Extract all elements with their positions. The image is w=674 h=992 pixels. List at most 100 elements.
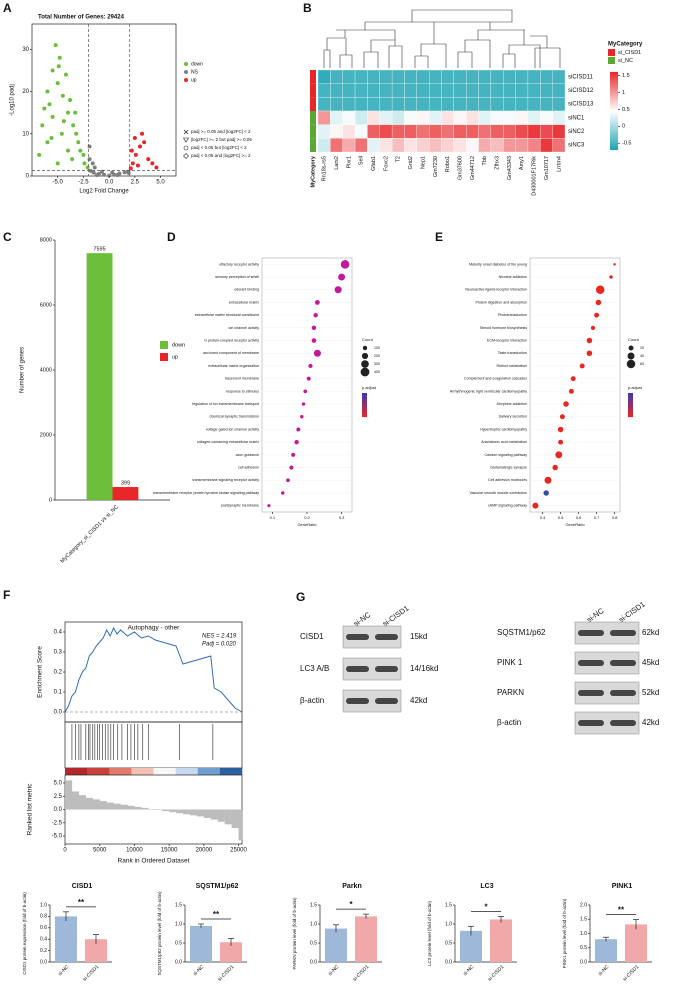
term-label: Hypertrophic cardiomyopathy xyxy=(480,427,527,431)
row-label: siCISD13 xyxy=(568,102,594,108)
heatmap-cell xyxy=(317,83,331,98)
dot xyxy=(313,349,321,357)
heatmap-cell xyxy=(391,83,405,98)
legend-label: 200 xyxy=(374,354,380,358)
colorbar-step xyxy=(362,407,367,410)
heatmap-cell xyxy=(490,110,504,125)
metric-bar xyxy=(85,797,93,810)
heatmap-cell xyxy=(527,124,541,139)
term-label: response to stimulus xyxy=(226,389,259,393)
y-tick-label: 0.4 xyxy=(40,937,47,943)
colorbar-step xyxy=(610,138,618,141)
legend-dot xyxy=(362,345,368,351)
term-label: G protein-coupled receptor activity xyxy=(204,339,259,343)
heatmap-cell xyxy=(441,83,455,98)
column-label: Amy1 xyxy=(519,156,525,170)
size-label: 14/16kd xyxy=(410,664,438,673)
term-label: olfactory receptor activity xyxy=(219,262,259,266)
legend-title: p.adjust xyxy=(362,385,377,390)
heatmap-cell xyxy=(490,138,504,153)
legend-label: NS xyxy=(191,69,199,75)
heatmap-cell xyxy=(540,97,553,112)
legend-label: down xyxy=(172,342,185,348)
metric-bar xyxy=(141,807,149,810)
colorbar-step xyxy=(610,73,618,77)
colorbar-step xyxy=(610,97,618,100)
heatmap-cell xyxy=(404,110,417,125)
chart-title: LC3 xyxy=(480,883,493,890)
legend-label: padj >= 0.05 and |log2FC| < 2 xyxy=(191,129,251,134)
heatmap-cell xyxy=(367,124,380,139)
heatmap-cell xyxy=(317,124,331,139)
significance-label: ** xyxy=(78,898,85,907)
term-label: voltage-gated ion channel activity xyxy=(206,427,259,431)
point xyxy=(126,171,131,176)
column-label: Rn18s-rs5 xyxy=(322,156,328,181)
heatmap-cell xyxy=(441,138,455,153)
heatmap-cell xyxy=(441,124,455,139)
panel-label: F xyxy=(3,588,10,602)
heatmap-cell xyxy=(428,110,442,125)
heatmap-cell xyxy=(466,138,479,153)
heatmap-cell xyxy=(330,83,343,98)
colorbar-step xyxy=(362,397,367,400)
point xyxy=(45,89,50,94)
bar xyxy=(325,928,347,962)
point xyxy=(37,152,42,157)
heatmap-cell xyxy=(515,138,529,153)
heatmap-cell xyxy=(367,97,380,112)
metric-bar xyxy=(176,809,184,814)
legend-title: Count xyxy=(362,337,374,342)
lane-label: si-NC xyxy=(585,606,606,624)
legend-title: MyCategory xyxy=(608,42,643,48)
term-label: Arachidonic acid metabolism xyxy=(481,440,527,444)
rank-colorbar xyxy=(109,768,132,775)
legend-symbol xyxy=(183,153,189,159)
term-label: anchored component of membrane xyxy=(203,351,259,355)
plot-frame xyxy=(261,257,353,513)
heatmap-cell xyxy=(527,83,541,98)
x-tick-label: si-CISD1 xyxy=(622,964,641,983)
dot xyxy=(568,388,574,394)
point xyxy=(128,166,133,171)
x-axis-label: Log2 Fold Change xyxy=(79,189,129,195)
heatmap-cell xyxy=(391,110,405,125)
bar xyxy=(460,930,482,962)
colorbar-step xyxy=(610,71,618,75)
blot-band xyxy=(578,720,604,726)
colorbar-step xyxy=(610,132,618,135)
heatmap-cell xyxy=(490,83,504,98)
heatmap-cell xyxy=(478,83,492,98)
point xyxy=(132,136,137,140)
colorbar-step xyxy=(610,106,618,110)
heatmap-cell xyxy=(515,69,529,84)
group-strip xyxy=(310,111,316,125)
colorbar-step xyxy=(610,87,618,90)
point xyxy=(138,144,142,149)
heatmap-cell xyxy=(404,124,417,139)
heatmap-cell xyxy=(330,138,343,153)
protein-label: PINK 1 xyxy=(497,658,523,667)
y-tick-label: 0.5 xyxy=(175,940,182,946)
heatmap-cell xyxy=(342,83,356,98)
panel-label: E xyxy=(435,230,443,244)
row-label: siNC3 xyxy=(568,143,585,149)
blot-band xyxy=(578,630,604,636)
heatmap-cell xyxy=(379,69,393,84)
point xyxy=(50,68,55,73)
colorbar-step xyxy=(610,99,618,102)
colorbar-step xyxy=(610,79,618,82)
heatmap-cell xyxy=(540,69,553,84)
colorbar-step xyxy=(610,145,618,149)
term-label: odorant binding xyxy=(234,288,259,292)
term-label: cAMP signaling pathway xyxy=(488,504,527,508)
legend-label: up xyxy=(172,354,178,360)
blot-band xyxy=(375,666,398,672)
colorbar-step xyxy=(362,393,367,396)
panel-label: D xyxy=(167,230,176,244)
dot xyxy=(552,464,558,471)
metric-bar xyxy=(106,802,114,810)
heatmap-cell xyxy=(466,110,479,125)
y-tick-label: 0.5 xyxy=(445,940,452,946)
